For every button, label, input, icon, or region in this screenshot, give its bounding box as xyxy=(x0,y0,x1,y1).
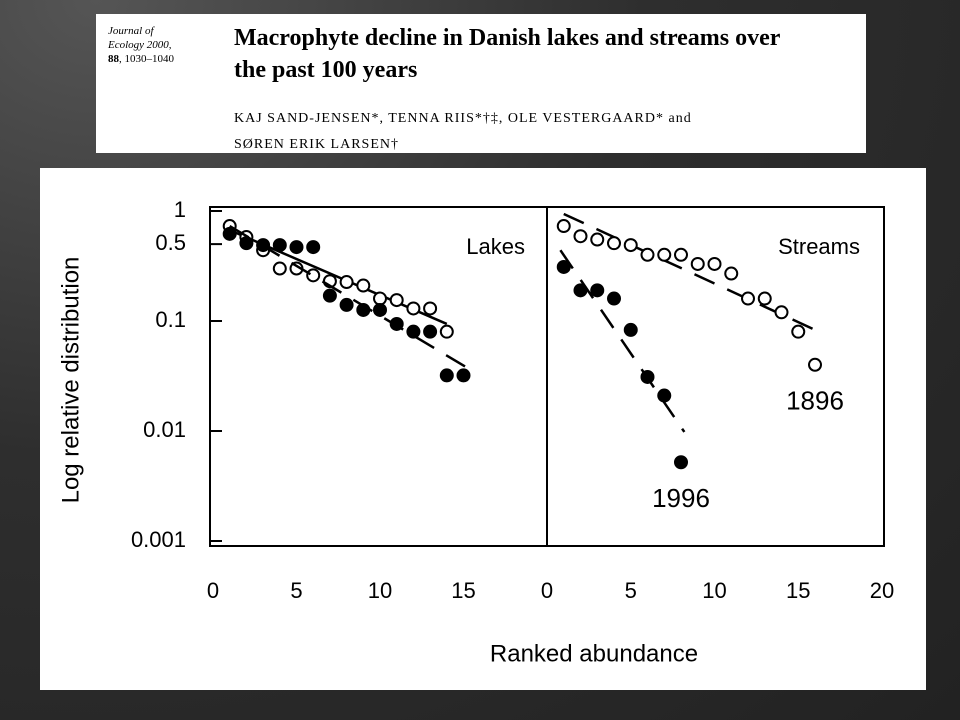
point xyxy=(657,247,672,262)
y-tick-label: 0.1 xyxy=(155,307,186,332)
y-tick-label: 0.01 xyxy=(143,417,186,442)
point xyxy=(222,226,237,241)
point xyxy=(674,455,688,470)
x-tick-label: 0 xyxy=(207,578,219,603)
series-label: 1896 xyxy=(786,386,844,416)
paper-title: Macrophyte decline in Danish lakes and s… xyxy=(234,22,780,86)
point xyxy=(239,236,254,251)
point xyxy=(389,293,404,308)
point xyxy=(791,324,806,339)
y-tick-label: 1 xyxy=(174,197,186,222)
point xyxy=(322,288,337,303)
point xyxy=(774,305,789,320)
x-tick-label: 5 xyxy=(625,578,637,603)
journal-line: Ecology 2000, xyxy=(108,39,172,51)
panel-title: Streams xyxy=(778,234,860,259)
chart-background xyxy=(40,168,926,690)
fit-line xyxy=(229,224,470,370)
x-tick-label: 10 xyxy=(368,578,392,603)
x-axis-title: Ranked abundance xyxy=(490,640,698,667)
point xyxy=(356,302,371,317)
point xyxy=(289,240,304,255)
point xyxy=(607,291,621,306)
title-line: the past 100 years xyxy=(234,57,418,83)
point xyxy=(373,302,387,317)
x-tick-label: 20 xyxy=(870,578,894,603)
journal: Journal of Ecology 2000, 88, 1030–1040 xyxy=(108,24,174,66)
citation: Journal of Ecology 2000, 88, 1030–1040 Mac… xyxy=(96,14,866,153)
point xyxy=(389,316,404,331)
point xyxy=(690,256,705,271)
point xyxy=(339,275,354,290)
point xyxy=(339,297,354,312)
point xyxy=(306,268,321,283)
pages: , 1030–1040 xyxy=(119,53,174,65)
point xyxy=(757,291,772,306)
fit-line xyxy=(563,212,816,332)
point xyxy=(623,238,638,253)
volume: 88 xyxy=(108,53,119,65)
point xyxy=(373,291,387,306)
point xyxy=(256,238,271,253)
point xyxy=(456,368,471,383)
point xyxy=(657,388,672,403)
point xyxy=(573,283,588,298)
author-line: SØREN ERIK LARSEN† xyxy=(234,137,400,152)
point xyxy=(556,259,571,274)
point xyxy=(674,247,688,262)
point xyxy=(272,238,287,253)
x-tick-label: 0 xyxy=(541,578,553,603)
point xyxy=(356,278,371,293)
point xyxy=(272,261,287,276)
panel-title: Lakes xyxy=(466,234,525,259)
point xyxy=(573,229,588,244)
x-tick-label: 15 xyxy=(786,578,810,603)
point xyxy=(590,283,605,298)
point xyxy=(623,322,638,337)
x-tick-label: 10 xyxy=(702,578,726,603)
x-tick-label: 15 xyxy=(451,578,475,603)
title-line: Macrophyte decline in Danish lakes and s… xyxy=(234,25,781,51)
point xyxy=(406,324,421,339)
point xyxy=(607,236,621,251)
y-axis-title: Log relative distribution xyxy=(57,257,84,504)
y-tick-label: 0.5 xyxy=(155,230,186,255)
point xyxy=(423,324,438,339)
point xyxy=(406,301,421,316)
author-line: KAJ SAND-JENSEN*, TENNA RIIS*†‡, OLE VES… xyxy=(234,111,692,126)
x-tick-label: 5 xyxy=(290,578,302,603)
point xyxy=(439,368,454,383)
y-tick-label: 0.001 xyxy=(131,527,186,552)
point xyxy=(741,291,755,306)
journal-line: Journal of xyxy=(108,25,154,37)
point xyxy=(808,357,822,372)
point xyxy=(640,369,655,384)
point xyxy=(707,256,722,271)
point xyxy=(590,232,605,247)
point xyxy=(640,247,655,262)
point xyxy=(439,324,454,339)
point xyxy=(724,266,739,281)
authors: KAJ SAND-JENSEN*, TENNA RIIS*†‡, OLE VES… xyxy=(234,106,692,158)
series-label: 1996 xyxy=(652,483,710,513)
point xyxy=(306,240,321,255)
point xyxy=(556,219,571,234)
point xyxy=(423,301,438,316)
